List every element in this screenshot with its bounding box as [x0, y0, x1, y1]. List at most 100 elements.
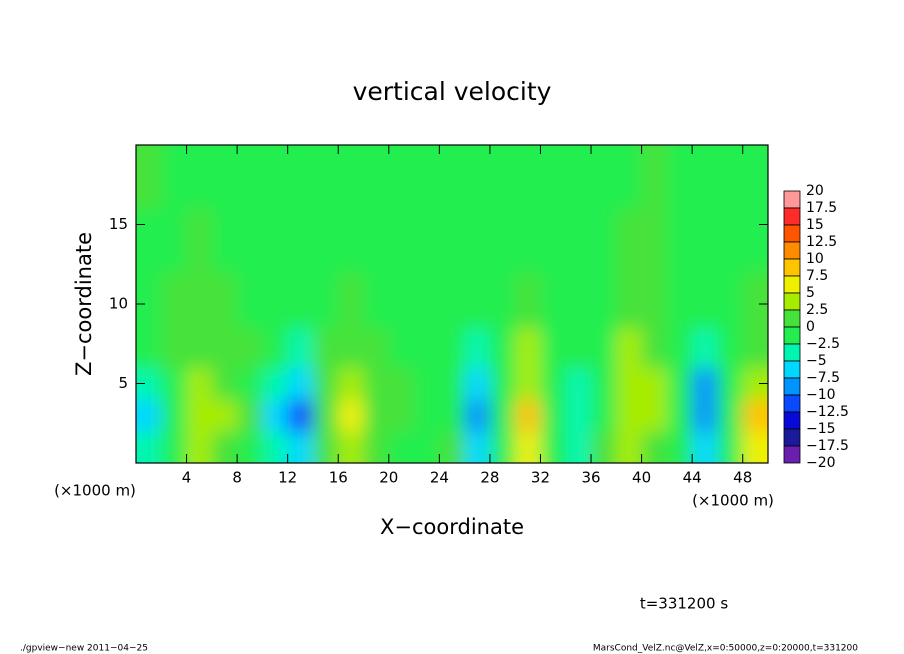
x-tick-label: 48	[733, 469, 752, 487]
x-tick-label: 32	[531, 469, 550, 487]
x-tick-label: 40	[632, 469, 651, 487]
cell	[565, 431, 592, 463]
colorbar-label: −2.5	[806, 336, 840, 352]
cell	[262, 145, 289, 210]
x-tick-label: 4	[182, 469, 192, 487]
cell	[161, 145, 188, 210]
cell	[692, 272, 718, 329]
cell	[439, 367, 466, 400]
cell	[692, 431, 718, 463]
cell	[464, 272, 491, 329]
colorbar-label: 12.5	[806, 234, 837, 250]
cell	[616, 272, 643, 329]
cell	[237, 208, 263, 273]
cell	[616, 145, 643, 210]
cell	[211, 367, 238, 400]
cell	[312, 399, 339, 432]
colorbar-swatch	[783, 190, 801, 209]
cell	[641, 272, 668, 329]
cell	[540, 145, 567, 210]
cell	[565, 272, 592, 329]
field	[136, 145, 768, 463]
cell	[136, 327, 162, 369]
colorbar-label: −7.5	[806, 370, 840, 386]
x-tick-label: 36	[581, 469, 600, 487]
cell	[717, 272, 744, 329]
cell	[312, 208, 339, 273]
cell	[262, 327, 289, 369]
cell	[414, 327, 440, 369]
cell	[742, 208, 768, 273]
colorbar-label: −17.5	[806, 438, 849, 454]
cell	[287, 431, 314, 463]
x-axis-label: X−coordinate	[380, 515, 524, 539]
footer-left: ./gpview−new 2011−04−25	[20, 644, 148, 654]
cell	[692, 145, 718, 210]
colorbar-label: −5	[806, 353, 827, 369]
colorbar-swatch	[783, 428, 801, 447]
cell	[489, 367, 516, 400]
cell	[515, 367, 541, 400]
cell	[287, 367, 314, 400]
colorbar-label: 7.5	[806, 268, 828, 284]
cell	[489, 399, 516, 432]
cell	[363, 272, 390, 329]
cell	[464, 145, 491, 210]
cell	[136, 399, 162, 432]
x-tick-label: 8	[232, 469, 242, 487]
colorbar-label: 0	[806, 319, 815, 335]
colorbar-swatch	[783, 241, 801, 260]
cell	[515, 431, 541, 463]
cell	[161, 272, 188, 329]
cell	[186, 367, 213, 400]
colorbar-swatch	[783, 411, 801, 430]
colorbar-swatch	[783, 292, 801, 311]
cell	[338, 367, 365, 400]
cell	[211, 327, 238, 369]
cell	[262, 367, 289, 400]
cell	[616, 208, 643, 273]
cell	[161, 208, 188, 273]
cell	[591, 367, 617, 400]
colorbar-swatch	[783, 394, 801, 413]
cell	[186, 327, 213, 369]
cell	[136, 208, 162, 273]
cell	[312, 327, 339, 369]
cell	[161, 399, 188, 432]
cell	[464, 367, 491, 400]
cell	[464, 431, 491, 463]
cell	[388, 272, 415, 329]
cell	[161, 367, 188, 400]
cell	[464, 208, 491, 273]
cell	[414, 367, 440, 400]
cell	[515, 399, 541, 432]
footer-right: MarsCond_VelZ.nc@VelZ,x=0:50000,z=0:2000…	[593, 644, 858, 654]
cell	[540, 399, 567, 432]
cell	[363, 145, 390, 210]
x-tick-label: 28	[480, 469, 499, 487]
x-tick-label: 20	[379, 469, 398, 487]
cell	[312, 367, 339, 400]
colorbar-label: 20	[806, 183, 824, 199]
cell	[439, 431, 466, 463]
x-tick-label: 12	[278, 469, 297, 487]
cell	[388, 399, 415, 432]
y-tick-label: 10	[109, 295, 128, 313]
cell	[641, 367, 668, 400]
cell	[692, 367, 718, 400]
cell	[464, 399, 491, 432]
cell	[262, 431, 289, 463]
cell	[237, 431, 263, 463]
cell	[414, 272, 440, 329]
cell	[414, 208, 440, 273]
colorbar-label: 17.5	[806, 200, 837, 216]
cell	[540, 272, 567, 329]
colorbar-label: −12.5	[806, 404, 849, 420]
cell	[338, 431, 365, 463]
cell	[161, 431, 188, 463]
cell	[742, 431, 768, 463]
cell	[742, 145, 768, 210]
cell	[237, 367, 263, 400]
cell	[464, 327, 491, 369]
cell	[186, 145, 213, 210]
